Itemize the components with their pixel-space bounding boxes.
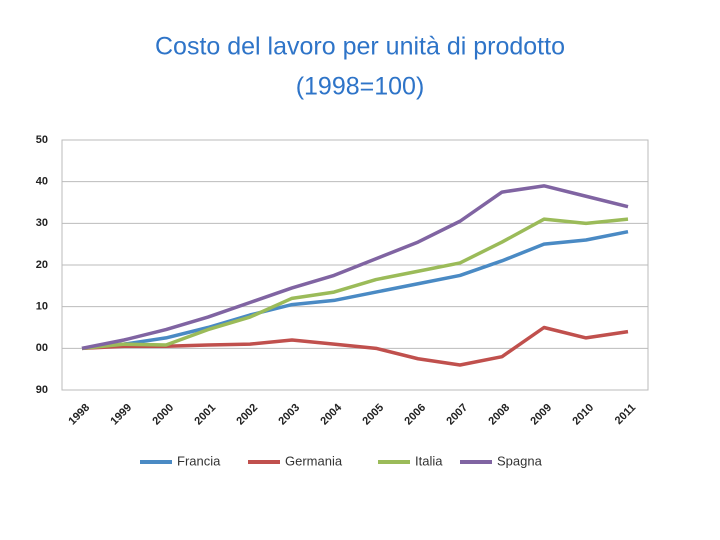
chart-title: Costo del lavoro per unità di prodotto [155,33,565,61]
x-tick-label: 1999 [108,402,134,428]
legend-label: Francia [177,453,221,468]
x-tick-label: 2008 [486,402,512,428]
x-tick-label: 2006 [402,402,428,428]
series-line [81,229,629,351]
x-tick-label: 2000 [150,402,176,428]
series-line [81,217,629,351]
y-tick-label: 20 [36,259,48,271]
x-tick-label: 2001 [192,402,218,428]
y-tick-label: 40 [36,176,48,188]
x-tick-label: 2011 [613,402,638,427]
legend-label: Italia [415,453,443,468]
x-tick-label: 2010 [570,402,596,428]
y-tick-label: 90 [36,384,48,396]
x-tick-label: 2002 [234,402,260,428]
y-tick-label: 50 [36,134,48,146]
x-tick-label: 2009 [528,402,554,428]
y-tick-label: 30 [36,217,48,229]
chart-subtitle: (1998=100) [296,73,425,101]
x-tick-label: 2003 [276,402,302,428]
series-line [81,325,629,367]
x-tick-label: 2007 [444,402,470,428]
legend-label: Spagna [497,453,543,468]
x-tick-label: 2005 [360,402,386,428]
legend-label: Germania [285,453,343,468]
x-tick-label: 1998 [66,402,92,428]
series-line [81,184,629,351]
y-tick-label: 10 [36,301,48,313]
y-tick-label: 00 [36,342,48,354]
x-tick-label: 2004 [318,401,344,427]
